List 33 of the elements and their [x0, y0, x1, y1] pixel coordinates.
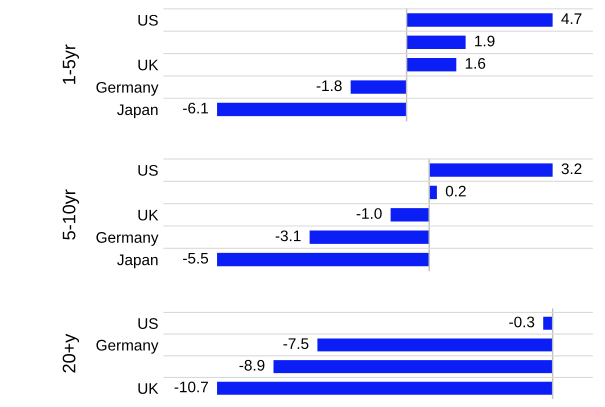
data-label: -5.5 [183, 252, 208, 264]
bar [350, 80, 407, 94]
y-tick-label: Germany [96, 340, 158, 354]
data-label: -6.1 [183, 102, 208, 114]
y-tick-label: Germany [96, 232, 158, 246]
data-label: -8.9 [240, 360, 264, 371]
y-tick-label: UK [138, 60, 158, 70]
y-tick-label: US [138, 318, 158, 329]
data-label: -3.1 [276, 230, 301, 242]
y-tick-label: UK [138, 383, 158, 394]
y-tick-label: Germany [96, 82, 158, 96]
y-tick-label: US [138, 164, 158, 176]
data-label: -0.3 [509, 316, 534, 328]
y-tick-label: Japan [117, 254, 158, 268]
data-label: 0.2 [446, 186, 466, 197]
data-label: 3.2 [562, 163, 582, 174]
y-axis-title: 1-5yr [62, 44, 79, 84]
data-label: 1.9 [475, 36, 494, 46]
bar [217, 102, 407, 116]
y-tick-label: US [138, 14, 158, 26]
y-tick-label: UK [138, 210, 158, 220]
data-label: -1.8 [316, 80, 342, 92]
bar [406, 36, 466, 50]
data-label: -10.7 [174, 382, 208, 392]
y-axis-title: 20+y [62, 334, 79, 373]
data-label: 4.7 [561, 13, 582, 24]
y-axis-title: 5-10yr [62, 190, 79, 240]
bar [406, 58, 456, 72]
bar [406, 13, 553, 27]
data-label: 1.6 [466, 58, 486, 69]
data-label: -7.5 [283, 338, 308, 350]
data-label: -1.0 [356, 208, 382, 219]
y-tick-label: Japan [117, 104, 158, 118]
